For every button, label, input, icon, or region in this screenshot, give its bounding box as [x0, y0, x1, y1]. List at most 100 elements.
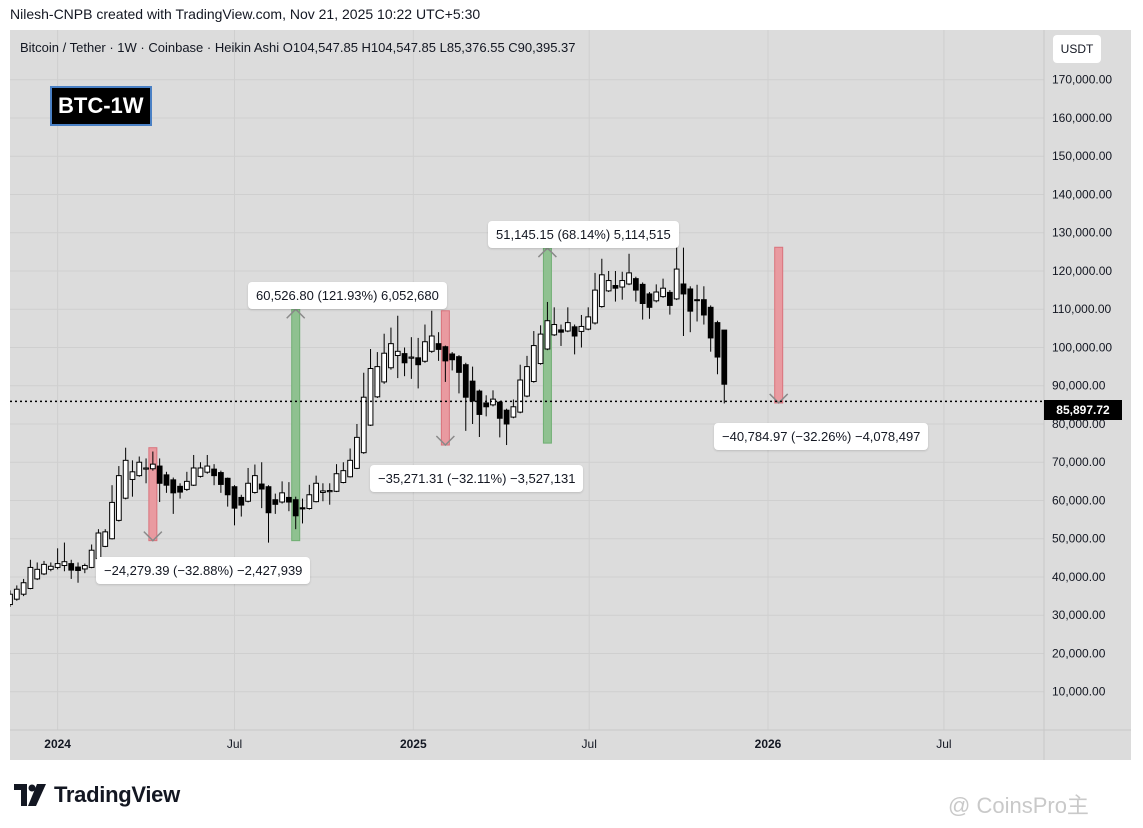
y-tick-label: 100,000.00 — [1052, 340, 1112, 354]
y-tick-label: 80,000.00 — [1052, 417, 1106, 431]
candle-body — [558, 329, 564, 333]
candle-body — [115, 475, 122, 521]
candle-body — [714, 322, 721, 358]
y-tick-label: 30,000.00 — [1052, 608, 1106, 622]
chart-badge: BTC-1W — [50, 86, 152, 126]
measure-arrow — [143, 531, 163, 542]
candle-body — [367, 368, 374, 426]
candle-body — [694, 299, 700, 302]
candle-body — [442, 346, 449, 362]
candle-body — [183, 480, 190, 490]
x-tick-label: 2024 — [44, 737, 71, 751]
candle-body — [435, 343, 442, 350]
symbol-legend[interactable]: Bitcoin / Tether · 1W · Coinbase · Heiki… — [20, 40, 576, 55]
price-chart[interactable]: 10,000.00 20,000.00 30,000.00 40,000.00 50,0… — [10, 30, 1131, 760]
candle-body — [231, 486, 238, 509]
candle-body — [95, 532, 102, 560]
candle-body — [347, 459, 354, 478]
y-tick-label: 140,000.00 — [1052, 187, 1112, 201]
tradingview-logo[interactable]: TradingView — [14, 782, 180, 808]
candle-body — [143, 467, 149, 470]
candle-body — [598, 274, 605, 308]
measure-arrow — [537, 246, 557, 258]
y-tick-label: 160,000.00 — [1052, 111, 1112, 125]
candle-body — [394, 350, 401, 357]
candle-body — [122, 459, 129, 499]
candle-body — [204, 465, 211, 473]
candle-body — [524, 366, 530, 397]
candle-body — [163, 474, 170, 486]
candle-body — [238, 496, 245, 506]
candle-body — [646, 293, 653, 308]
y-tick-label: 60,000.00 — [1052, 493, 1106, 507]
candle-body — [88, 549, 95, 568]
candle-body — [666, 291, 673, 306]
measure-callout[interactable]: 60,526.80 (121.93%) 6,052,680 — [248, 282, 447, 309]
candle-body — [292, 499, 299, 517]
candle-body — [592, 289, 598, 324]
y-tick-label: 130,000.00 — [1052, 226, 1112, 240]
candle-body — [687, 288, 694, 312]
measure-callout[interactable]: −40,784.97 (−32.26%) −4,078,497 — [714, 423, 929, 450]
candle-body — [700, 299, 707, 316]
candle-body — [660, 287, 666, 298]
candle-body — [564, 322, 571, 332]
candle-body — [102, 531, 109, 547]
candle-body — [245, 482, 251, 502]
measure-callout[interactable]: −35,271.31 (−32.11%) −3,527,131 — [370, 465, 584, 492]
candle-body — [605, 280, 612, 292]
candle-body — [272, 499, 279, 505]
candle-body — [136, 461, 143, 477]
candle-body — [10, 593, 13, 606]
candle-body — [27, 566, 34, 589]
y-tick-label: 70,000.00 — [1052, 455, 1106, 469]
candle-body — [41, 563, 47, 575]
candle-body — [374, 366, 381, 398]
chart-credit: Nilesh-CNPB created with TradingView.com… — [10, 6, 481, 22]
candles — [10, 247, 728, 607]
candle-body — [54, 563, 61, 568]
measure-callout[interactable]: −24,279.39 (−32.88%) −2,427,939 — [96, 557, 311, 584]
watermark: @ CoinsPro主 — [948, 793, 1089, 818]
candle-body — [388, 343, 394, 369]
candle-body — [673, 268, 680, 300]
candle-body — [47, 565, 54, 570]
measure-arrow — [286, 308, 306, 319]
candle-body — [224, 477, 231, 496]
candle-body — [462, 364, 469, 398]
candle-body — [340, 470, 347, 484]
y-tick-label: 150,000.00 — [1052, 149, 1112, 163]
candle-body — [503, 409, 510, 425]
candle-body — [428, 335, 435, 352]
chart-area[interactable]: 10,000.00 20,000.00 30,000.00 40,000.00 50,0… — [10, 30, 1131, 760]
candle-body — [258, 483, 265, 490]
y-tick-label: 110,000.00 — [1052, 302, 1111, 316]
candle-body — [381, 352, 388, 383]
measure-callout[interactable]: 51,145.15 (68.14%) 5,114,515 — [488, 221, 679, 248]
x-tick-label: Jul — [582, 737, 597, 751]
y-tick-label: 50,000.00 — [1052, 532, 1106, 546]
current-price-label: 85,897.72 — [1044, 400, 1122, 420]
currency-button[interactable]: USDT — [1053, 35, 1101, 63]
candle-body — [109, 501, 115, 540]
candle-body — [13, 588, 20, 600]
candle-body — [401, 353, 408, 364]
candle-body — [149, 463, 156, 470]
x-tick-label: Jul — [936, 737, 951, 751]
y-tick-label: 10,000.00 — [1052, 685, 1106, 699]
candle-body — [61, 561, 68, 567]
candle-body — [721, 329, 728, 385]
y-tick-label: 20,000.00 — [1052, 646, 1106, 660]
candle-body — [211, 468, 217, 477]
x-tick-label: Jul — [227, 737, 242, 751]
candle-body — [483, 402, 490, 408]
tradingview-logo-text: TradingView — [54, 782, 180, 807]
measure-arrow — [435, 435, 455, 447]
candle-body — [170, 479, 177, 494]
candle-body — [449, 353, 456, 361]
candle-body — [530, 345, 537, 383]
candle-body — [707, 306, 714, 339]
candle-body — [360, 396, 367, 454]
candle-body — [177, 485, 183, 493]
candle-body — [286, 496, 292, 503]
